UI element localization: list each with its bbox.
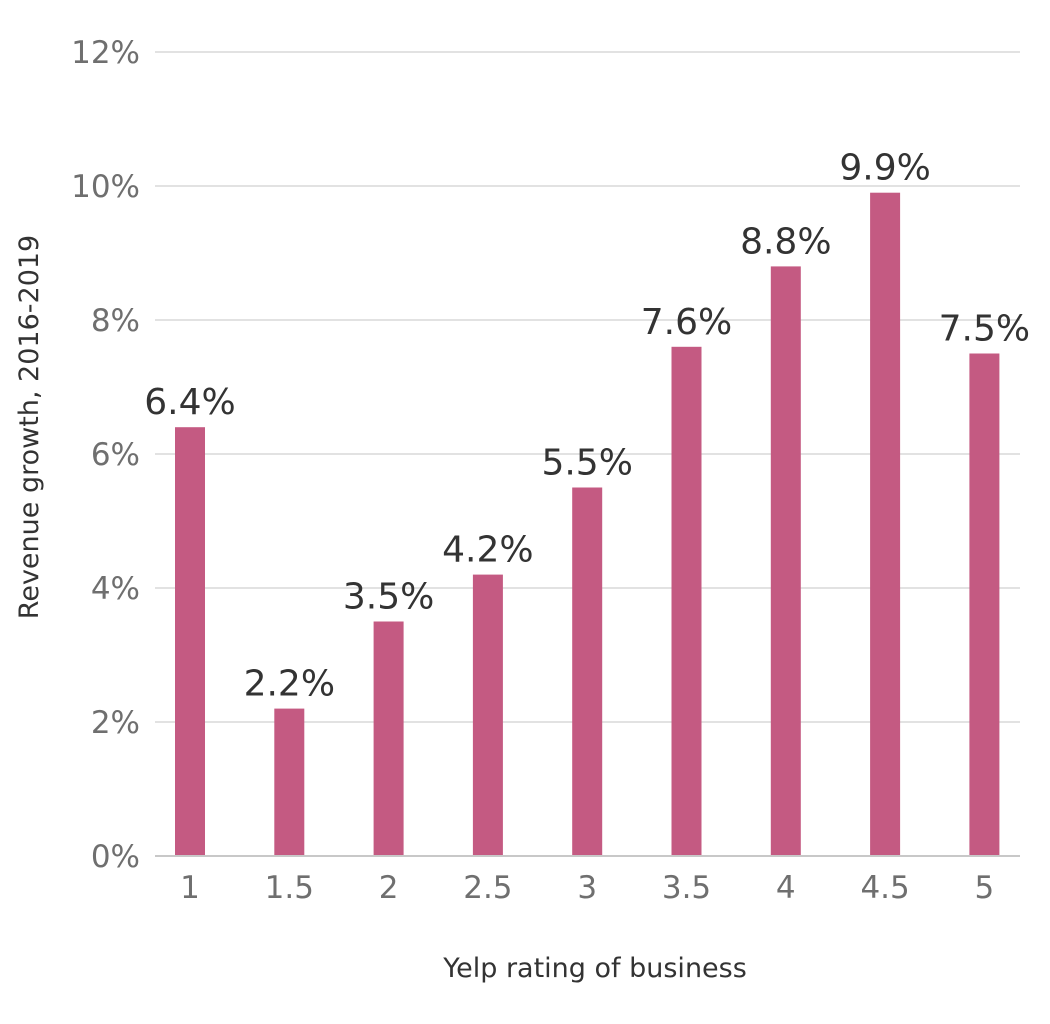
data-label: 7.5%: [939, 309, 1030, 350]
data-label: 9.9%: [839, 148, 930, 189]
x-tick-label: 2.5: [463, 870, 512, 906]
bars: [175, 192, 1000, 856]
bar: [870, 192, 901, 856]
y-tick-label: 12%: [71, 35, 140, 71]
x-tick-label: 5: [975, 870, 995, 906]
y-tick-label: 2%: [91, 705, 140, 741]
y-tick-label: 10%: [71, 169, 140, 205]
bar: [969, 353, 1000, 856]
bar: [373, 621, 404, 856]
x-tick-label: 1.5: [265, 870, 314, 906]
data-label: 4.2%: [442, 530, 533, 571]
x-tick-label: 2: [379, 870, 399, 906]
y-axis-title: Revenue growth, 2016-2019: [14, 235, 45, 619]
bar: [572, 487, 603, 856]
bar: [472, 574, 503, 856]
bar: [175, 427, 205, 856]
x-axis-title: Yelp rating of business: [442, 953, 747, 984]
data-label: 8.8%: [740, 221, 831, 262]
data-label: 5.5%: [541, 443, 632, 484]
x-tick-label: 3: [577, 870, 597, 906]
y-axis-ticks: 0% 2% 4% 6% 8% 10% 12%: [71, 35, 140, 875]
y-tick-label: 4%: [91, 571, 140, 607]
bar: [770, 266, 801, 856]
data-label: 7.6%: [641, 302, 732, 343]
x-tick-label: 1: [180, 870, 200, 906]
y-tick-label: 0%: [91, 839, 140, 875]
x-tick-label: 4.5: [860, 870, 909, 906]
y-tick-label: 8%: [91, 303, 140, 339]
x-tick-label: 4: [776, 870, 796, 906]
data-label: 2.2%: [244, 664, 335, 705]
x-tick-label: 3.5: [662, 870, 711, 906]
value-labels: 6.4% 2.2% 3.5%4.2% 5.5% 7.6%8.8%9.9% 7.5%: [144, 148, 1030, 705]
data-label: 3.5%: [343, 577, 434, 618]
bar: [671, 346, 702, 856]
bar: [274, 708, 305, 856]
data-label: 6.4%: [144, 382, 235, 423]
x-axis-ticks: 1 1.5 2 2.5 3 3.5 4 4.5 5: [180, 870, 994, 906]
y-tick-label: 6%: [91, 437, 140, 473]
